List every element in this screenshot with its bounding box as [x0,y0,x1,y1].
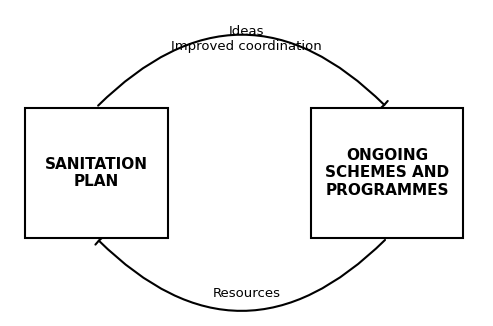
Text: SANITATION
PLAN: SANITATION PLAN [45,156,147,189]
Text: ONGOING
SCHEMES AND
PROGRAMMES: ONGOING SCHEMES AND PROGRAMMES [325,148,449,198]
FancyBboxPatch shape [311,108,463,238]
FancyArrowPatch shape [98,35,387,108]
FancyBboxPatch shape [25,108,168,238]
Text: Ideas
Improved coordination: Ideas Improved coordination [171,25,322,53]
Text: Resources: Resources [212,287,281,300]
FancyArrowPatch shape [96,237,385,311]
